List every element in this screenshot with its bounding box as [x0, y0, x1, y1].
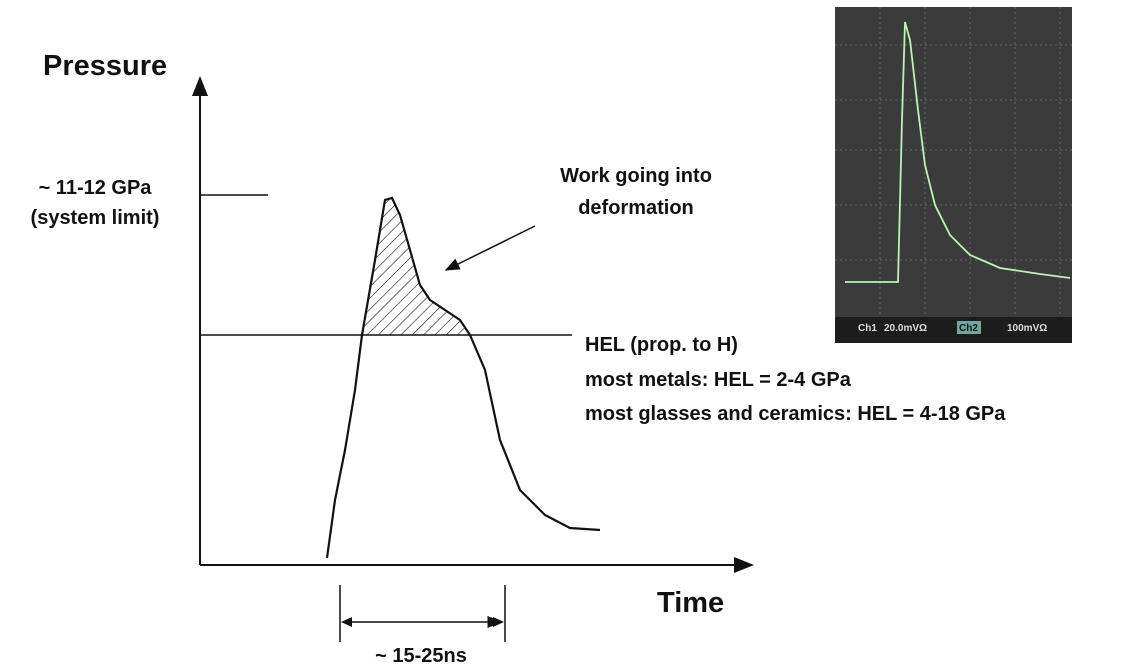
scope-ch2: Ch2 — [959, 323, 978, 334]
scope-ch1: Ch1 — [858, 323, 877, 334]
y-axis-label: Pressure — [43, 50, 167, 82]
limit-label: (system limit) — [31, 207, 160, 229]
hel-note: most metals: HEL = 2-4 GPa — [585, 369, 852, 391]
diagram: Pressure Time ~ 11-12 GPa (system limit)… — [0, 0, 1135, 666]
scope-screen — [835, 7, 1072, 343]
oscilloscope: Ch1 20.0mVΩ Ch2 100mVΩ — [835, 7, 1072, 343]
hel-note: most glasses and ceramics: HEL = 4-18 GP… — [585, 403, 1006, 425]
limit-label: ~ 11-12 GPa — [39, 177, 153, 199]
duration-label: ~ 15-25ns — [375, 645, 467, 666]
pressure-curve — [327, 198, 600, 558]
x-axis-label: Time — [657, 587, 724, 619]
work-label: deformation — [578, 197, 694, 219]
scope-ch2-scale: 100mVΩ — [1007, 323, 1047, 334]
work-arrow — [446, 226, 535, 270]
scope-ch1-scale: 20.0mVΩ — [884, 323, 927, 334]
work-label: Work going into — [560, 165, 712, 187]
hel-note: HEL (prop. to H) — [585, 334, 738, 356]
